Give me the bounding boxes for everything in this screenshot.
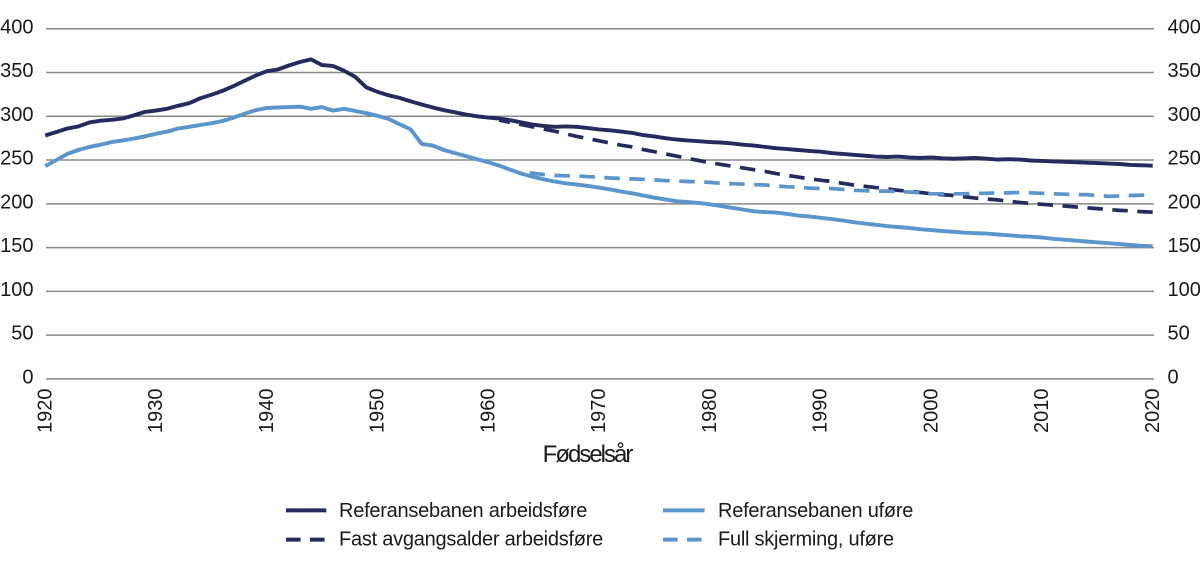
svg-text:1940: 1940 [256,389,278,434]
svg-text:2020: 2020 [1142,389,1164,434]
svg-text:2010: 2010 [1031,389,1053,434]
svg-text:50: 50 [11,323,33,345]
svg-text:Fast avgangsalder arbeidsføre: Fast avgangsalder arbeidsføre [339,529,603,551]
svg-text:300: 300 [1168,104,1200,126]
svg-text:1920: 1920 [34,389,56,434]
svg-text:1980: 1980 [699,389,721,434]
svg-text:400: 400 [1168,16,1200,38]
svg-text:250: 250 [1168,148,1200,170]
svg-text:200: 200 [0,191,33,213]
svg-text:350: 350 [0,60,33,82]
svg-text:1930: 1930 [145,389,167,434]
svg-text:Full skjerming, uføre: Full skjerming, uføre [718,529,894,551]
svg-text:0: 0 [1168,366,1179,388]
svg-text:0: 0 [22,366,33,388]
svg-text:150: 150 [1168,235,1200,257]
svg-text:400: 400 [0,16,33,38]
svg-text:1970: 1970 [588,389,610,434]
svg-text:350: 350 [1168,60,1200,82]
svg-text:200: 200 [1168,191,1200,213]
svg-text:1950: 1950 [367,389,389,434]
svg-text:150: 150 [0,235,33,257]
svg-text:1960: 1960 [477,389,499,434]
svg-text:1990: 1990 [810,389,832,434]
svg-text:2000: 2000 [920,389,942,434]
svg-text:Referansebanen uføre: Referansebanen uføre [718,500,913,522]
svg-text:250: 250 [0,148,33,170]
svg-text:50: 50 [1168,323,1190,345]
svg-text:Fødselsår: Fødselsår [543,441,634,468]
svg-text:100: 100 [0,279,33,301]
svg-text:Referansebanen arbeidsføre: Referansebanen arbeidsføre [339,500,587,522]
svg-text:100: 100 [1168,279,1200,301]
svg-text:300: 300 [0,104,33,126]
